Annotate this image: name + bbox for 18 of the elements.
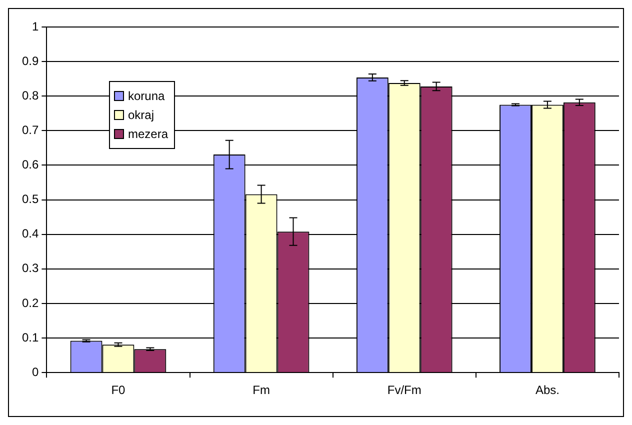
y-tick-label: 0.7 bbox=[22, 122, 39, 137]
y-tick-label: 0.3 bbox=[22, 261, 39, 276]
x-tick-label: Fm bbox=[252, 383, 270, 398]
y-tick-label: 0.5 bbox=[22, 192, 39, 206]
y-tick-label: 0 bbox=[32, 364, 39, 379]
legend-label: okraj bbox=[128, 108, 154, 122]
y-tick-label: 0.2 bbox=[22, 296, 39, 310]
legend-label: mezera bbox=[128, 127, 168, 141]
x-tick-label: Abs. bbox=[535, 383, 560, 398]
y-tick-label: 1 bbox=[32, 19, 39, 34]
y-tick-label: 0.1 bbox=[22, 330, 39, 344]
y-tick-label: 0.9 bbox=[22, 54, 39, 68]
legend-label: koruna bbox=[128, 89, 165, 103]
x-tick-label: F0 bbox=[111, 383, 126, 398]
y-tick-label: 0.4 bbox=[22, 226, 39, 241]
y-tick-label: 0.8 bbox=[22, 88, 39, 102]
x-tick-label: Fv/Fm bbox=[387, 383, 422, 398]
y-tick-label: 0.6 bbox=[22, 158, 39, 172]
